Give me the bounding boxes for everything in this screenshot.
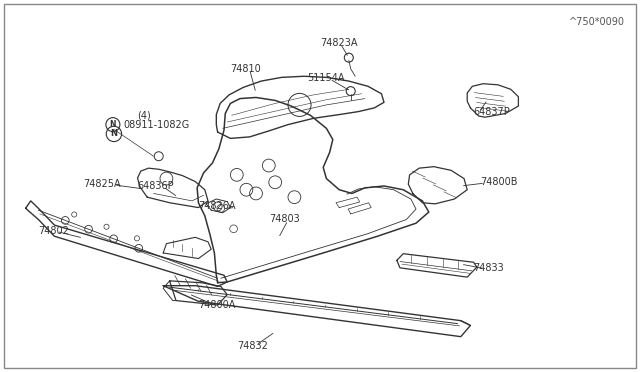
Text: 74833: 74833 (474, 263, 504, 273)
Text: 74803: 74803 (269, 215, 300, 224)
Text: 74802: 74802 (38, 226, 69, 235)
Text: 51154A: 51154A (307, 73, 345, 83)
Text: 74800A: 74800A (198, 300, 236, 310)
Text: 74800B: 74800B (480, 177, 518, 187)
Text: ^750*0090: ^750*0090 (569, 17, 625, 27)
Text: 74826A: 74826A (198, 202, 236, 211)
Text: 64837P: 64837P (474, 107, 510, 116)
Text: 64836P: 64836P (138, 181, 174, 191)
Text: N: N (111, 129, 117, 138)
Text: 74823A: 74823A (320, 38, 358, 48)
Text: 08911-1082G: 08911-1082G (123, 120, 189, 129)
Text: N: N (109, 120, 116, 129)
Text: 74825A: 74825A (83, 179, 121, 189)
Text: 74810: 74810 (230, 64, 261, 74)
Text: (4): (4) (138, 110, 151, 120)
Text: 74832: 74832 (237, 341, 268, 351)
